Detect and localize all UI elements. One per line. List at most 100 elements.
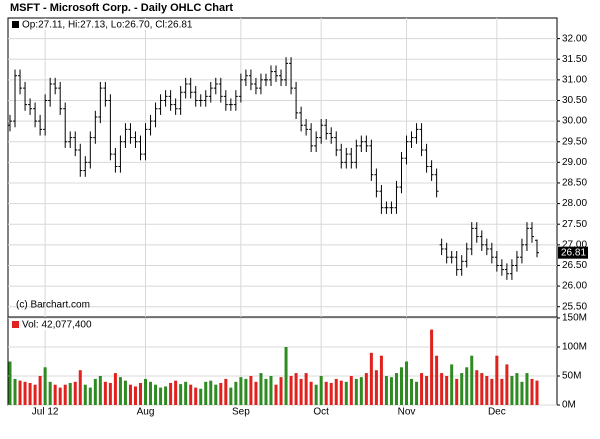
volume-bar: [184, 381, 188, 405]
volume-bar: [450, 364, 454, 405]
volume-bar: [244, 378, 248, 405]
volume-bar: [415, 381, 419, 405]
x-tick-label: Dec: [488, 407, 506, 418]
legend-box: [9, 319, 119, 330]
volume-bar: [169, 382, 173, 405]
volume-bar: [374, 370, 378, 405]
x-tick-label: Aug: [137, 407, 155, 418]
volume-bar: [299, 378, 303, 405]
volume-bar: [23, 381, 27, 405]
volume-bar: [199, 388, 203, 405]
volume-bar: [174, 380, 178, 405]
volume-bar: [164, 386, 168, 405]
y-tick-label: 50M: [562, 371, 581, 382]
y-tick-label: 150M: [562, 313, 587, 324]
y-tick-label: 30.00: [562, 116, 587, 127]
y-tick-label: 27.00: [562, 239, 587, 250]
volume-bar: [319, 376, 323, 405]
credit: (c) Barchart.com: [16, 300, 90, 311]
x-tick-label: Nov: [398, 407, 416, 418]
volume-bar: [58, 387, 62, 405]
volume-bar: [194, 387, 198, 405]
volume-bar: [389, 377, 393, 405]
volume-bar: [33, 384, 37, 405]
volume-bar: [103, 381, 107, 405]
volume-bar: [490, 378, 494, 405]
volume-bar: [304, 373, 308, 405]
volume-bar: [159, 387, 163, 405]
volume-bar: [470, 355, 474, 405]
volume-bar: [399, 367, 403, 405]
y-tick-label: 31.50: [562, 54, 587, 65]
volume-bar: [530, 378, 534, 405]
volume-bar: [379, 355, 383, 405]
volume-bar: [254, 381, 258, 405]
volume-bar: [249, 376, 253, 405]
y-tick-label: 31.00: [562, 75, 587, 86]
volume-bar: [63, 384, 67, 405]
volume-bar: [284, 347, 288, 405]
volume-bar: [138, 382, 142, 405]
volume-bar: [179, 384, 183, 405]
volume-bar: [535, 380, 539, 405]
volume-bar: [259, 373, 263, 405]
volume-bar: [425, 376, 429, 405]
volume-bar: [289, 376, 293, 405]
legend-swatch: [12, 21, 19, 28]
volume-bar: [354, 378, 358, 405]
volume-bar: [369, 352, 373, 405]
x-tick-label: Sep: [232, 407, 250, 418]
volume-bar: [133, 386, 137, 405]
y-tick-label: 27.50: [562, 219, 587, 230]
volume-bar: [384, 376, 388, 405]
x-tick-label: Jul 12: [32, 407, 59, 418]
volume-bar: [144, 378, 148, 405]
y-tick-label: 29.50: [562, 136, 587, 147]
volume-bar: [405, 361, 409, 405]
y-tick-label: 30.50: [562, 95, 587, 106]
legend-swatch: [12, 321, 19, 328]
volume-bar: [219, 382, 223, 405]
volume-bar: [28, 382, 32, 405]
volume-bar: [93, 378, 97, 405]
volume-bar: [410, 378, 414, 405]
volume-bar: [460, 373, 464, 405]
volume-bar: [123, 380, 127, 405]
volume-bar: [88, 387, 92, 405]
volume-bar: [465, 367, 469, 405]
chart-title: MSFT - Microsoft Corp. - Daily OHLC Char…: [10, 2, 233, 14]
volume-bar: [229, 387, 233, 405]
volume-bar: [68, 382, 72, 405]
volume-bar: [440, 373, 444, 405]
volume-bar: [13, 378, 17, 405]
y-tick-label: 26.50: [562, 260, 587, 271]
volume-bar: [420, 373, 424, 405]
y-tick-label: 32.00: [562, 33, 587, 44]
y-tick-label: 0M: [562, 400, 576, 411]
volume-bar: [309, 381, 313, 405]
ohlc-label: Op:27.11, Hi:27.13, Lo:26.70, Cl:26.81: [22, 20, 193, 31]
volume-bar: [344, 381, 348, 405]
volume-bar: [118, 377, 122, 405]
volume-bar: [264, 378, 268, 405]
volume-bar: [214, 384, 218, 405]
volume-bar: [43, 367, 47, 405]
volume-bar: [234, 381, 238, 405]
y-tick-label: 28.00: [562, 198, 587, 209]
volume-bar: [445, 376, 449, 405]
volume-bar: [500, 378, 504, 405]
last-price-label: 26.81: [561, 247, 586, 258]
volume-bar: [83, 384, 87, 405]
volume-bar: [18, 380, 22, 405]
volume-bar: [510, 376, 514, 405]
volume-bar: [394, 373, 398, 405]
volume-bar: [8, 361, 12, 405]
volume-bar: [324, 381, 328, 405]
volume-bar: [339, 380, 343, 405]
volume-bar: [239, 377, 243, 405]
y-tick-label: 26.00: [562, 281, 587, 292]
volume-bar: [73, 381, 77, 405]
volume-bar: [128, 384, 132, 405]
volume-bar: [435, 355, 439, 405]
